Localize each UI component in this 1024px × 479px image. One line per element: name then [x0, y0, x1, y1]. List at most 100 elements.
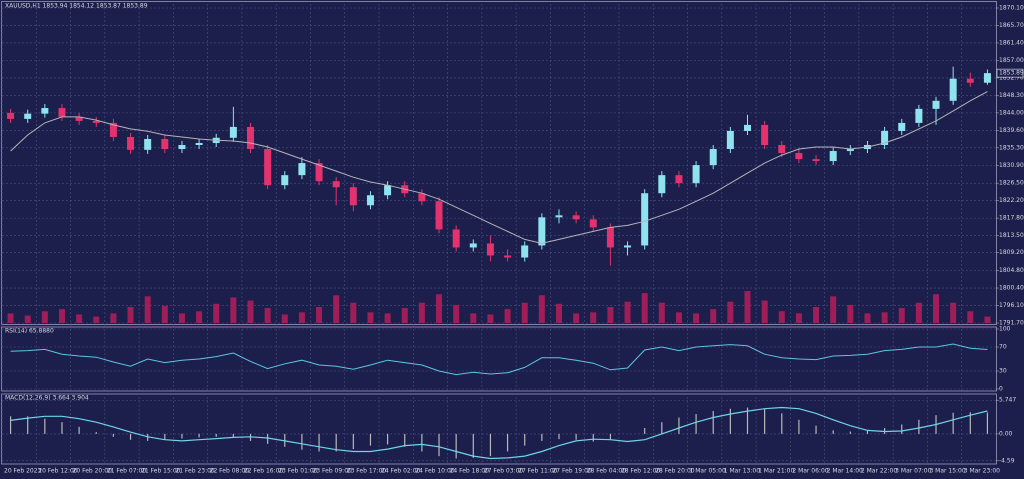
candle-body	[75, 116, 83, 121]
macd-title: MACD(12,26,9) 3.664 3.904	[5, 395, 89, 402]
volume-bar	[487, 314, 494, 323]
x-tick-label: 22 Feb 16:00	[244, 468, 284, 475]
candle-body	[538, 217, 546, 246]
candle-body	[949, 78, 957, 101]
volume-bar	[658, 302, 665, 323]
volume-bar	[538, 295, 545, 323]
volume-bar	[7, 313, 14, 323]
y-tick-label: 1822.20	[999, 197, 1024, 204]
volume-bar	[230, 297, 237, 323]
volume-bar	[58, 309, 65, 323]
candle-body	[349, 187, 357, 206]
candle-body	[109, 122, 117, 137]
volume-bar	[247, 300, 254, 323]
volume-bar	[864, 313, 871, 323]
x-tick-label: 23 Feb 01:00	[278, 468, 318, 475]
y-tick-label: 1844.00	[999, 109, 1024, 116]
y-tick-label: 1791.70	[999, 320, 1024, 327]
macd-frame	[1, 393, 997, 465]
volume-bar	[675, 312, 682, 323]
x-tick-label: 21 Feb 07:00	[107, 468, 147, 475]
candle-body	[247, 126, 254, 150]
x-tick-label: 28 Feb 20:00	[655, 468, 695, 475]
x-tick-label: 2 Mar 14:00	[827, 468, 863, 475]
candle-body	[589, 219, 597, 228]
x-tick-label: 27 Feb 19:00	[552, 468, 592, 475]
candle-body	[58, 108, 66, 117]
x-tick-label: 22 Feb 08:00	[210, 468, 250, 475]
candle-body	[898, 122, 906, 131]
x-tick-label: 1 Mar 05:00	[690, 468, 726, 475]
volume-bar	[950, 302, 957, 323]
candle-body	[41, 108, 49, 114]
x-tick-label: 3 Mar 15:00	[929, 468, 965, 475]
y-tick-label: 1830.90	[999, 162, 1024, 169]
candle-body	[692, 165, 700, 184]
x-tick-label: 21 Feb 23:00	[175, 468, 215, 475]
volume-bar	[915, 302, 922, 323]
candle-body	[384, 185, 392, 196]
volume-bar	[898, 308, 905, 323]
x-tick-label: 28 Feb 12:00	[621, 468, 661, 475]
x-tick-label: 2 Mar 22:00	[861, 468, 897, 475]
volume-bar	[281, 314, 288, 323]
price-marker	[996, 68, 1024, 78]
candle-body	[366, 195, 374, 206]
x-tick-label: 27 Feb 11:00	[518, 468, 558, 475]
y-tick-label: 1800.40	[999, 285, 1024, 292]
candle-body	[281, 175, 289, 186]
volume-bar	[316, 307, 323, 323]
candle-body	[298, 163, 306, 176]
volume-bar	[93, 316, 100, 323]
volume-bar	[521, 302, 528, 323]
y-tick-label: 1861.40	[999, 39, 1024, 46]
volume-bar	[590, 312, 597, 323]
y-tick-label: 100	[999, 326, 1011, 333]
candle-body	[915, 108, 923, 123]
volume-bar	[76, 314, 83, 323]
x-tick-label: 24 Feb 02:00	[381, 468, 421, 475]
main-frame	[1, 1, 997, 325]
candle-body	[829, 151, 837, 162]
y-tick-label: 0	[999, 386, 1003, 393]
volume-bar	[744, 291, 751, 323]
chart-title: XAUUSD,H1 1853.94 1854.12 1853.87 1853.8…	[5, 3, 148, 10]
candle-body	[624, 245, 632, 248]
candle-body	[812, 159, 820, 162]
candle-body	[555, 215, 563, 218]
y-tick-label: 1817.80	[999, 215, 1024, 222]
candle-body	[983, 73, 991, 83]
x-tick-label: 20 Feb 2023	[4, 468, 42, 475]
candle-body	[761, 124, 769, 146]
volume-bar	[984, 316, 991, 323]
y-tick-label: 70	[999, 344, 1007, 351]
y-tick-label: 1826.50	[999, 180, 1024, 187]
x-tick-label: 24 Feb 10:00	[415, 468, 455, 475]
candle-body	[332, 181, 340, 188]
volume-bar	[555, 303, 562, 323]
volume-bar	[110, 313, 117, 323]
candle-body	[315, 163, 323, 182]
y-tick-label: 5.747	[999, 397, 1016, 404]
candle-body	[24, 113, 32, 119]
x-tick-label: 1 Mar 21:00	[758, 468, 794, 475]
x-tick-label: 28 Feb 04:00	[587, 468, 627, 475]
volume-bar	[436, 294, 443, 323]
volume-bar	[418, 302, 425, 323]
volume-bar	[727, 301, 734, 323]
volume-bar	[24, 315, 31, 323]
candle-body	[572, 215, 580, 220]
y-tick-label: 30	[999, 368, 1007, 375]
volume-bar	[127, 307, 134, 323]
volume-bar	[41, 311, 48, 323]
volume-bar	[470, 313, 477, 323]
volume-bar	[933, 294, 940, 323]
x-tick-label: 21 Feb 15:00	[141, 468, 181, 475]
candle-body	[521, 245, 529, 258]
volume-bar	[453, 304, 460, 323]
x-tick-label: 23 Feb 17:00	[347, 468, 387, 475]
y-tick-label: -4.59	[999, 457, 1015, 464]
volume-bar	[710, 309, 717, 323]
